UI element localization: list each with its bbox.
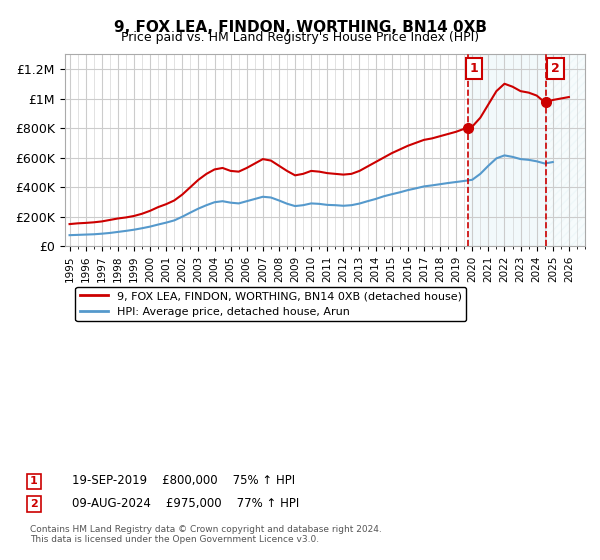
Text: 9, FOX LEA, FINDON, WORTHING, BN14 0XB: 9, FOX LEA, FINDON, WORTHING, BN14 0XB <box>113 20 487 35</box>
Text: 2: 2 <box>551 62 560 75</box>
Text: 09-AUG-2024    £975,000    77% ↑ HPI: 09-AUG-2024 £975,000 77% ↑ HPI <box>72 497 299 510</box>
Text: Contains HM Land Registry data © Crown copyright and database right 2024.
This d: Contains HM Land Registry data © Crown c… <box>30 525 382 544</box>
Text: 19-SEP-2019    £800,000    75% ↑ HPI: 19-SEP-2019 £800,000 75% ↑ HPI <box>72 474 295 487</box>
Bar <box>468 54 547 246</box>
Text: 1: 1 <box>30 477 38 487</box>
Text: 1: 1 <box>469 62 478 75</box>
Legend: 9, FOX LEA, FINDON, WORTHING, BN14 0XB (detached house), HPI: Average price, det: 9, FOX LEA, FINDON, WORTHING, BN14 0XB (… <box>76 287 466 321</box>
Text: Price paid vs. HM Land Registry's House Price Index (HPI): Price paid vs. HM Land Registry's House … <box>121 31 479 44</box>
Bar <box>547 54 585 246</box>
Text: 2: 2 <box>30 499 38 509</box>
